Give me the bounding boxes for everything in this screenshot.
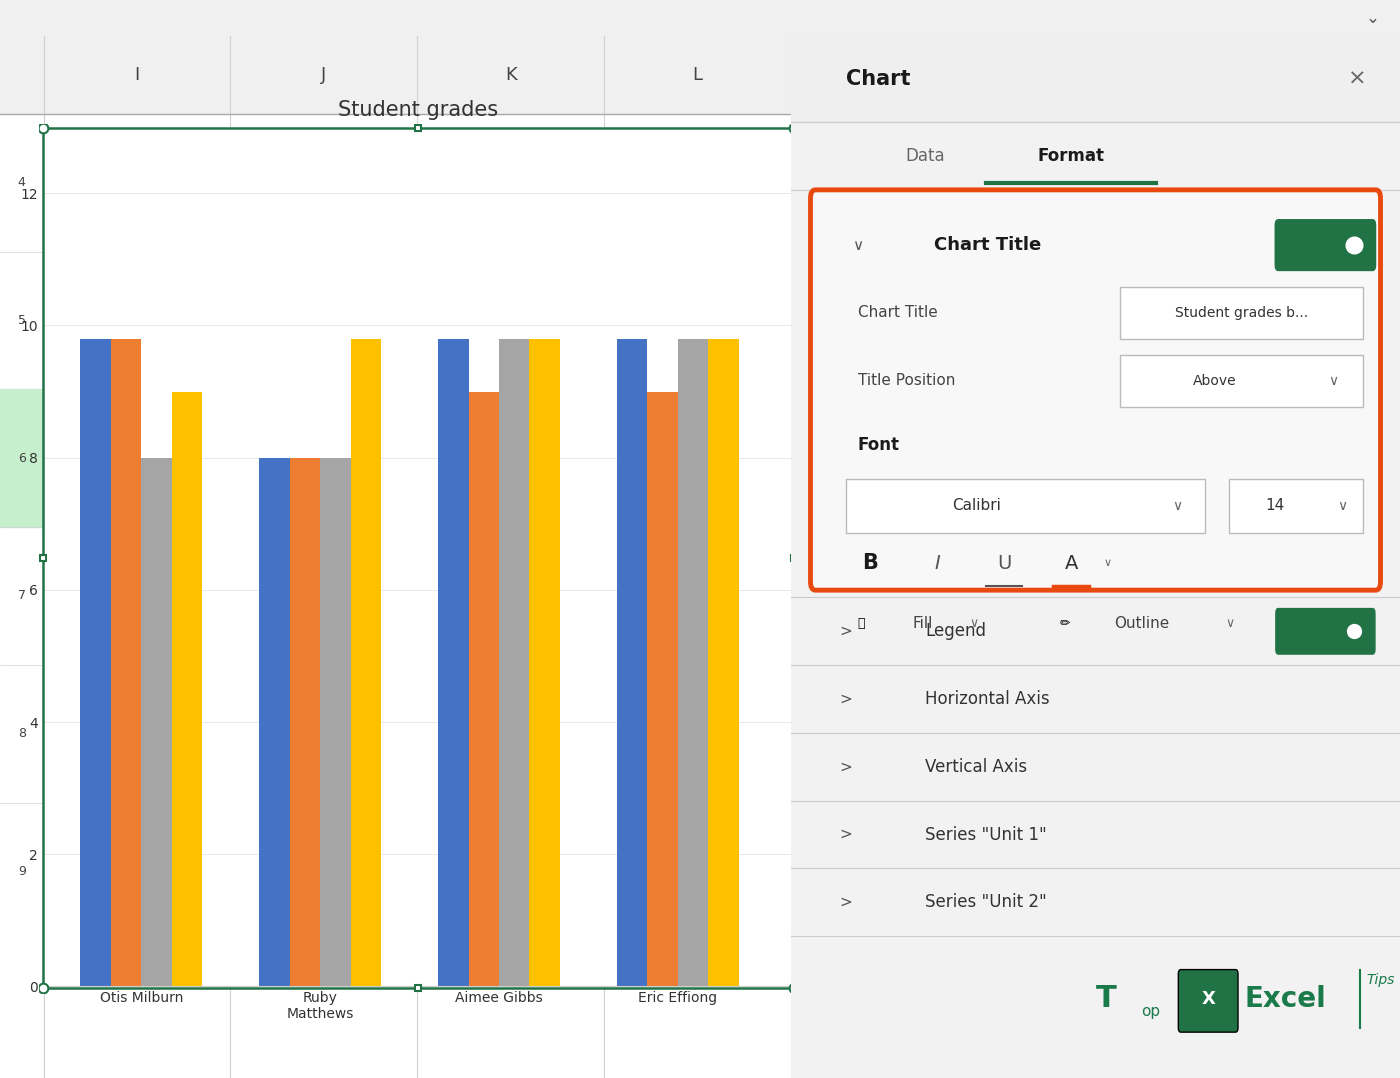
Bar bbox=[791, 122, 1400, 190]
FancyBboxPatch shape bbox=[1120, 355, 1364, 406]
Text: ∨: ∨ bbox=[1337, 499, 1347, 513]
Bar bbox=[43, 36, 791, 114]
Text: 9: 9 bbox=[18, 865, 25, 877]
Bar bbox=[708, 338, 739, 986]
Bar bbox=[141, 458, 172, 986]
Text: Student grades b...: Student grades b... bbox=[1175, 306, 1308, 320]
Text: Chart Title: Chart Title bbox=[934, 236, 1042, 254]
Bar bbox=[498, 338, 529, 986]
Text: Horizontal Axis: Horizontal Axis bbox=[925, 690, 1050, 708]
Bar bbox=[0, 36, 43, 114]
Text: Legend: Legend bbox=[925, 622, 986, 640]
FancyBboxPatch shape bbox=[846, 479, 1205, 533]
Text: 7: 7 bbox=[18, 590, 25, 603]
Text: Data: Data bbox=[906, 147, 945, 165]
Bar bbox=[172, 391, 202, 986]
Text: Chart Title: Chart Title bbox=[858, 305, 938, 320]
Bar bbox=[678, 338, 708, 986]
Bar bbox=[290, 458, 321, 986]
FancyBboxPatch shape bbox=[1274, 219, 1376, 272]
Text: >: > bbox=[840, 827, 853, 842]
Text: ∨: ∨ bbox=[1103, 558, 1112, 568]
Text: Series "Unit 1": Series "Unit 1" bbox=[925, 826, 1047, 844]
Text: >: > bbox=[840, 895, 853, 910]
Bar bbox=[350, 338, 381, 986]
Bar bbox=[469, 391, 498, 986]
FancyBboxPatch shape bbox=[1275, 608, 1376, 654]
Text: >: > bbox=[840, 692, 853, 706]
Text: 4: 4 bbox=[18, 176, 25, 189]
FancyBboxPatch shape bbox=[1120, 287, 1364, 338]
Text: Tips: Tips bbox=[1366, 973, 1394, 987]
Bar bbox=[321, 458, 350, 986]
Text: 14: 14 bbox=[1266, 498, 1285, 513]
Bar bbox=[111, 338, 141, 986]
Text: X: X bbox=[1201, 990, 1215, 1008]
FancyBboxPatch shape bbox=[1179, 969, 1238, 1032]
Text: Calibri: Calibri bbox=[952, 498, 1001, 513]
Text: A: A bbox=[1064, 553, 1078, 572]
Text: Above: Above bbox=[1193, 374, 1236, 388]
Bar bbox=[80, 338, 111, 986]
Text: ✏: ✏ bbox=[1060, 617, 1070, 630]
Bar bbox=[617, 338, 647, 986]
Text: ⌄: ⌄ bbox=[1365, 9, 1379, 27]
Bar bbox=[529, 338, 560, 986]
Text: Vertical Axis: Vertical Axis bbox=[925, 758, 1028, 776]
Text: I: I bbox=[934, 553, 939, 572]
Text: K: K bbox=[505, 66, 517, 84]
Text: Excel: Excel bbox=[1245, 985, 1326, 1012]
Text: 5: 5 bbox=[18, 314, 25, 327]
Text: B: B bbox=[862, 553, 878, 573]
Text: op: op bbox=[1141, 1004, 1161, 1019]
Text: Chart: Chart bbox=[846, 69, 910, 88]
Text: Title Position: Title Position bbox=[858, 373, 955, 388]
Text: ×: × bbox=[1348, 69, 1366, 88]
Text: ∨: ∨ bbox=[969, 617, 979, 630]
Text: 🪣: 🪣 bbox=[857, 617, 865, 630]
Bar bbox=[438, 338, 469, 986]
Text: Format: Format bbox=[1037, 147, 1105, 165]
Text: ∨: ∨ bbox=[1173, 499, 1183, 513]
Text: U: U bbox=[997, 553, 1011, 572]
Text: I: I bbox=[134, 66, 140, 84]
Title: Student grades: Student grades bbox=[339, 100, 498, 120]
Text: Fill: Fill bbox=[913, 616, 934, 631]
Bar bbox=[0, 389, 43, 527]
Text: 8: 8 bbox=[18, 728, 25, 741]
Text: T: T bbox=[1095, 984, 1116, 1013]
Bar bbox=[259, 458, 290, 986]
FancyBboxPatch shape bbox=[811, 190, 1380, 590]
Bar bbox=[647, 391, 678, 986]
Text: Font: Font bbox=[858, 437, 900, 454]
Text: L: L bbox=[693, 66, 703, 84]
Text: Series "Unit 2": Series "Unit 2" bbox=[925, 894, 1047, 911]
Text: ∨: ∨ bbox=[853, 237, 864, 252]
Text: J: J bbox=[321, 66, 326, 84]
FancyBboxPatch shape bbox=[1229, 479, 1364, 533]
Text: >: > bbox=[840, 759, 853, 774]
Text: ∨: ∨ bbox=[1329, 374, 1338, 388]
Text: 6: 6 bbox=[18, 452, 25, 465]
Text: Outline: Outline bbox=[1114, 616, 1169, 631]
Text: >: > bbox=[840, 624, 853, 639]
Text: ∨: ∨ bbox=[1225, 617, 1233, 630]
Bar bbox=[791, 36, 1400, 122]
